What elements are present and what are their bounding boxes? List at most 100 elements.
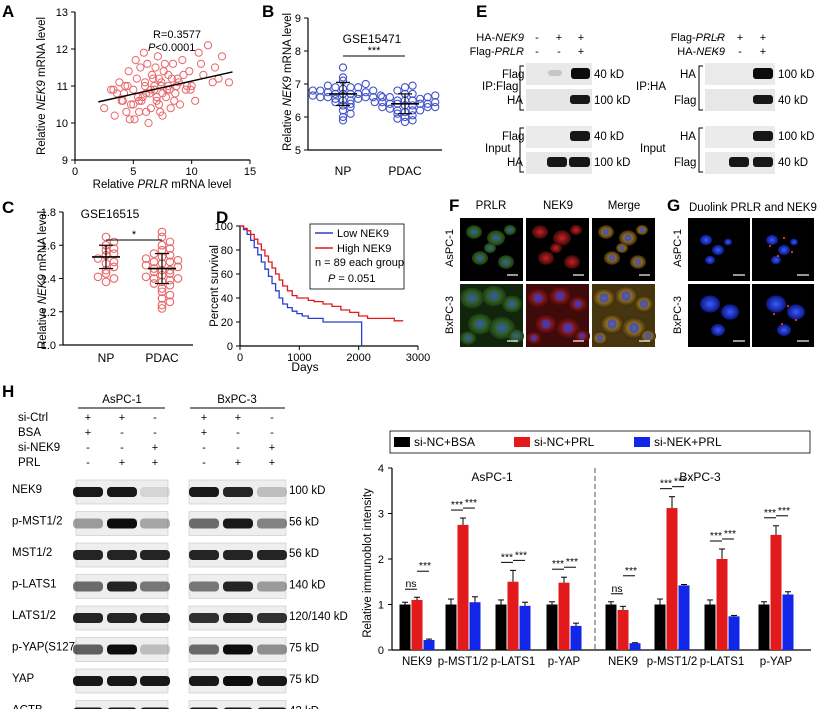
nucleus bbox=[492, 234, 500, 242]
blot-band bbox=[140, 676, 170, 686]
legend-label-sinc-prl: si-NC+PRL bbox=[534, 435, 595, 449]
data-point bbox=[132, 74, 141, 83]
data-point bbox=[129, 85, 138, 94]
bar bbox=[495, 604, 507, 650]
data-point bbox=[101, 232, 111, 242]
bar bbox=[654, 604, 666, 650]
panel-d-letter: D bbox=[216, 208, 228, 227]
data-point bbox=[157, 300, 167, 310]
nucleus bbox=[541, 319, 551, 329]
blot-kd: 56 kD bbox=[289, 548, 319, 560]
data-point bbox=[361, 79, 370, 89]
data-point bbox=[173, 274, 183, 283]
condition-sign: + bbox=[578, 32, 584, 44]
blot-band bbox=[107, 644, 137, 655]
data-point bbox=[353, 94, 363, 103]
blot-band bbox=[140, 550, 170, 560]
legend-label-low: Low NEK9 bbox=[337, 228, 389, 240]
data-point bbox=[175, 100, 185, 109]
bar bbox=[558, 582, 570, 650]
panel-b-group-pdac: PDAC bbox=[388, 164, 422, 178]
data-point bbox=[93, 272, 103, 282]
bar bbox=[728, 616, 740, 650]
nucleus bbox=[640, 300, 648, 308]
panel-g-row-bxpc3: BxPC-3 bbox=[672, 296, 684, 334]
blot-kd: 140 kD bbox=[289, 580, 325, 592]
nucleus bbox=[475, 319, 485, 329]
y-tick-label: 8 bbox=[295, 46, 301, 58]
x-category-label: NEK9 bbox=[402, 656, 432, 668]
y-tick-label: 13 bbox=[56, 7, 68, 19]
bar bbox=[770, 534, 782, 650]
nucleus bbox=[464, 334, 472, 342]
e-left-ip-bracket bbox=[519, 65, 524, 111]
blot-band bbox=[257, 676, 287, 686]
data-point bbox=[208, 78, 217, 87]
panel-h-line-aspc1: AsPC-1 bbox=[102, 394, 142, 406]
blot-band bbox=[73, 613, 103, 623]
data-point bbox=[149, 274, 159, 283]
nucleus bbox=[724, 238, 732, 246]
data-point bbox=[152, 93, 161, 102]
data-point bbox=[346, 109, 355, 118]
e-left-row1-label: HA-NEK9 bbox=[476, 32, 524, 44]
data-point bbox=[141, 254, 151, 263]
h-chart-ylabel: Relative immunoblot intensity bbox=[362, 488, 374, 638]
data-point bbox=[171, 89, 180, 98]
data-point bbox=[316, 93, 325, 102]
e-left-input-bracket bbox=[519, 127, 524, 173]
blot-band bbox=[73, 518, 103, 529]
blot-label: MST1/2 bbox=[12, 547, 52, 559]
data-point bbox=[154, 74, 164, 83]
e-right-blot1-label: HA bbox=[680, 69, 696, 81]
condition-sign: - bbox=[270, 412, 274, 424]
data-point bbox=[121, 81, 130, 91]
legend-label-high: High NEK9 bbox=[337, 243, 391, 255]
e-left-blot2-label: HA bbox=[507, 95, 523, 107]
blot-band bbox=[73, 550, 103, 560]
data-point bbox=[173, 255, 183, 265]
data-point bbox=[115, 78, 124, 87]
bar bbox=[666, 508, 678, 650]
x-category-label: p-LATS1 bbox=[491, 656, 536, 668]
blot-band bbox=[223, 613, 253, 623]
sig-label: *** bbox=[465, 497, 477, 509]
blot-band bbox=[753, 68, 773, 79]
nucleus bbox=[487, 245, 493, 251]
panel-d: D 0 20 40 60 80 100 0 1000 2000 3000 Low NEK9 Hi… bbox=[209, 208, 430, 374]
panel-e-letter: E bbox=[476, 2, 487, 21]
condition-sign: + bbox=[152, 442, 158, 454]
blot-label: p-MST1/2 bbox=[12, 516, 63, 528]
data-point bbox=[393, 106, 402, 115]
panel-c-letter: C bbox=[2, 198, 14, 217]
data-point bbox=[140, 78, 150, 87]
condition-sign: + bbox=[578, 46, 584, 58]
e-right-row1-label: Flag-PRLR bbox=[671, 32, 725, 44]
data-point bbox=[203, 41, 213, 50]
blot-band bbox=[189, 518, 219, 529]
e-right-input-bracket bbox=[698, 127, 703, 173]
blot-band bbox=[189, 644, 219, 655]
condition-sign: - bbox=[715, 32, 719, 44]
data-point bbox=[331, 83, 340, 92]
sig-label: *** bbox=[501, 551, 513, 563]
condition-sign: + bbox=[152, 457, 158, 469]
x-category-label: p-MST1/2 bbox=[438, 656, 489, 668]
x-category-label: p-YAP bbox=[760, 656, 793, 668]
data-point bbox=[165, 290, 175, 300]
condition-sign: - bbox=[270, 427, 274, 439]
e-right-blot2-label: Flag bbox=[674, 95, 696, 107]
data-point bbox=[124, 67, 133, 76]
y-tick-label: 9 bbox=[62, 155, 68, 167]
cell bbox=[538, 251, 554, 265]
panel-f-row-aspc1: AsPC-1 bbox=[444, 229, 456, 267]
data-point bbox=[160, 59, 169, 68]
blot-band bbox=[223, 550, 253, 560]
bar bbox=[469, 602, 481, 650]
condition-sign: - bbox=[202, 442, 206, 454]
nucleus bbox=[596, 334, 604, 342]
panel-d-n-text: n = 89 each group bbox=[315, 257, 404, 269]
panel-h-line-bxpc3: BxPC-3 bbox=[217, 394, 257, 406]
panel-c-title: GSE16515 bbox=[81, 207, 140, 221]
panel-b-letter: B bbox=[262, 2, 274, 21]
